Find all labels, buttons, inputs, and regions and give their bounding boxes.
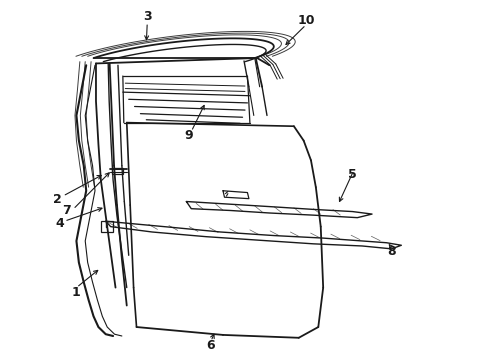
- Text: 4: 4: [55, 216, 64, 230]
- Text: 1: 1: [72, 287, 81, 300]
- Text: 8: 8: [387, 245, 396, 258]
- Text: 9: 9: [185, 129, 193, 142]
- Text: 5: 5: [348, 168, 357, 181]
- Bar: [112, 168, 123, 174]
- Text: 6: 6: [206, 339, 215, 352]
- Text: 7: 7: [62, 204, 71, 217]
- Text: 10: 10: [297, 14, 315, 27]
- Text: 3: 3: [143, 10, 151, 23]
- Text: 2: 2: [52, 193, 61, 206]
- Bar: [101, 221, 113, 232]
